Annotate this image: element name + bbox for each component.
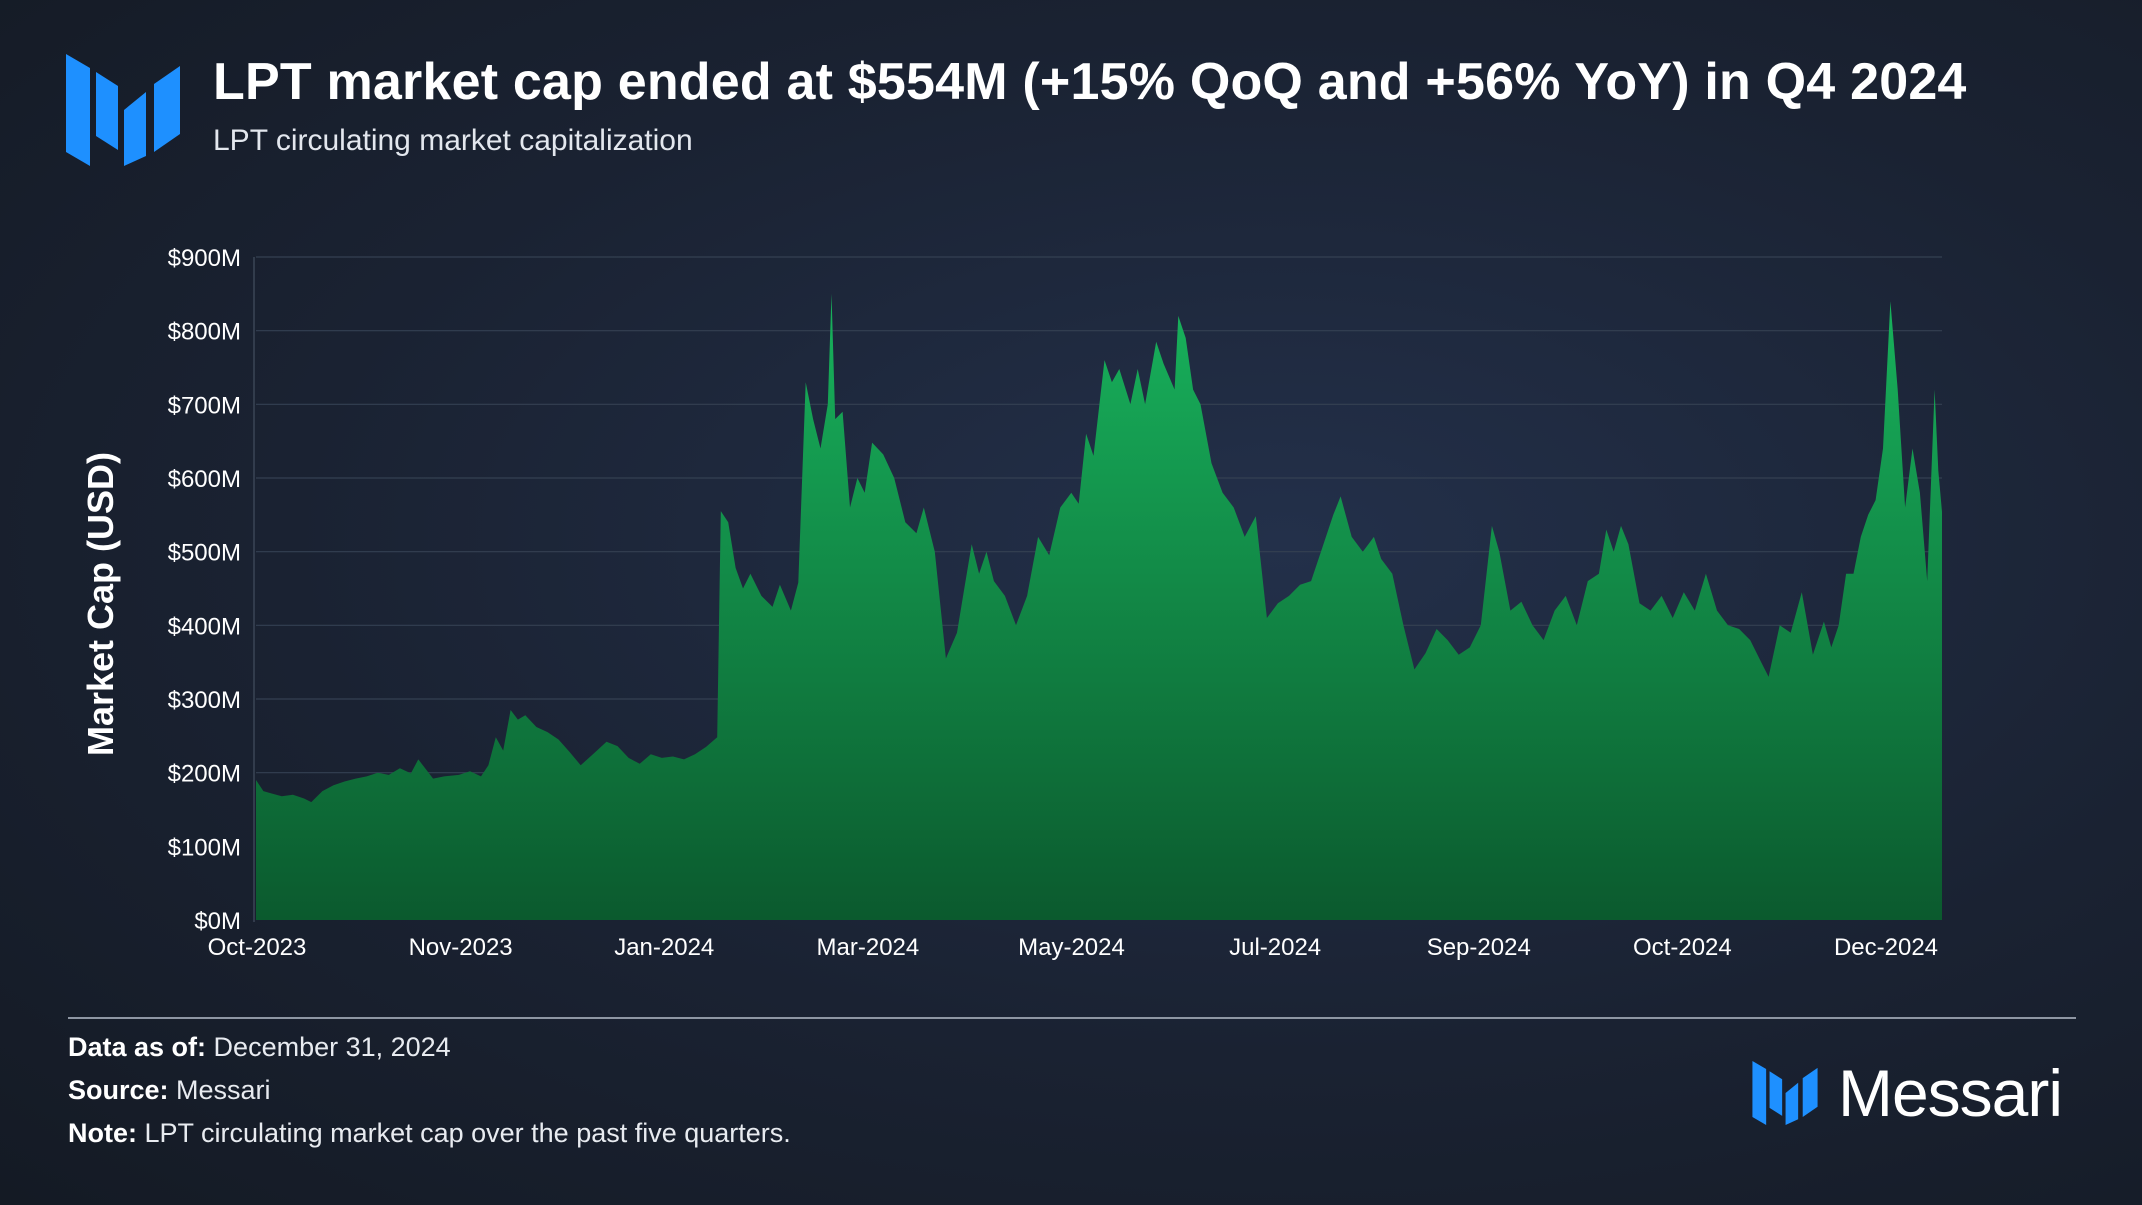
note-label: Note:	[68, 1118, 137, 1148]
date-value: December 31, 2024	[206, 1032, 451, 1062]
market-cap-area	[256, 293, 1942, 920]
y-tick-label: $500M	[168, 540, 241, 567]
y-tick-label: $300M	[168, 687, 241, 714]
x-tick-label: Jan-2024	[614, 934, 714, 961]
y-tick-label: $400M	[168, 613, 241, 640]
date-label: Data as of:	[68, 1032, 207, 1062]
source-value: Messari	[168, 1075, 271, 1105]
note-value: LPT circulating market cap over the past…	[137, 1118, 791, 1148]
y-axis-label: Market Cap (USD)	[80, 452, 121, 756]
footer-source: Source: Messari	[68, 1075, 271, 1106]
x-tick-label: Dec-2024	[1834, 934, 1938, 961]
footer-divider	[68, 1017, 2076, 1019]
brand-logo: Messari	[1752, 1056, 2063, 1130]
messari-logo-icon	[66, 54, 180, 166]
page-title: LPT market cap ended at $554M (+15% QoQ …	[213, 53, 1967, 111]
x-tick-label: Nov-2023	[409, 934, 513, 961]
messari-m-icon	[1752, 1061, 1818, 1125]
source-label: Source:	[68, 1075, 169, 1105]
brand-name: Messari	[1838, 1056, 2063, 1130]
y-tick-label: $100M	[168, 834, 241, 861]
page-subtitle: LPT circulating market capitalization	[213, 124, 693, 157]
y-tick-labels: $0M $100M $200M $300M $400M $500M $600M $700M $8…	[168, 245, 241, 935]
market-cap-chart: $0M $100M $200M $300M $400M $500M $600M $700M $8…	[80, 245, 1942, 961]
x-tick-labels: Oct-2023 Nov-2023 Jan-2024 Mar-2024 May-2024…	[208, 934, 1938, 961]
x-tick-label: May-2024	[1018, 934, 1125, 961]
x-tick-label: Oct-2023	[208, 934, 307, 961]
y-tick-label: $700M	[168, 392, 241, 419]
x-tick-label: Jul-2024	[1229, 934, 1321, 961]
footer-note: Note: LPT circulating market cap over th…	[68, 1118, 791, 1149]
y-tick-label: $600M	[168, 466, 241, 493]
y-tick-label: $200M	[168, 761, 241, 788]
x-tick-label: Mar-2024	[817, 934, 920, 961]
footer-data-date: Data as of: December 31, 2024	[68, 1032, 451, 1063]
y-tick-label: $900M	[168, 245, 241, 272]
x-tick-label: Oct-2024	[1633, 934, 1732, 961]
y-tick-label: $0M	[194, 908, 241, 935]
y-tick-label: $800M	[168, 319, 241, 346]
x-tick-label: Sep-2024	[1427, 934, 1531, 961]
